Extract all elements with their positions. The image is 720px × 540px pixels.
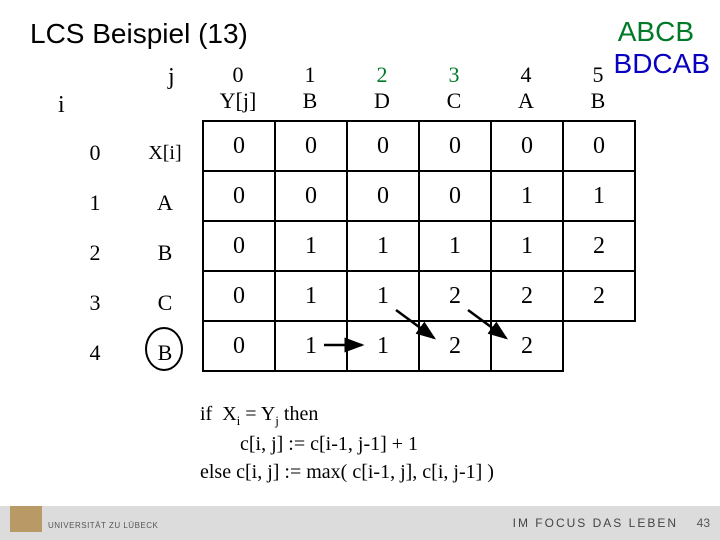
slide-title: LCS Beispiel (13) (30, 18, 248, 50)
cell-1-3: 0 (419, 171, 491, 221)
cell-2-0: 0 (203, 221, 275, 271)
cell-4-4: 2 (491, 321, 563, 371)
cell-0-0: 0 (203, 121, 275, 171)
col-header-3: 3 C (418, 62, 490, 115)
cell-4-2: 1 (347, 321, 419, 371)
table-row: 0 1 1 1 1 2 (203, 221, 635, 271)
cell-1-5: 1 (563, 171, 635, 221)
cell-4-5-empty (563, 321, 635, 371)
recurrence-formula: if Xi = Yj then c[i, j] := c[i-1, j-1] +… (200, 400, 494, 486)
i-axis-label: i (58, 92, 65, 119)
col-header-4: 4 A (490, 62, 562, 115)
cell-1-4: 1 (491, 171, 563, 221)
table-row: 0 1 1 2 2 (203, 321, 635, 371)
footer-tagline: IM FOCUS DAS LEBEN (513, 516, 678, 530)
cell-4-3: 2 (419, 321, 491, 371)
cell-2-4: 1 (491, 221, 563, 271)
cell-2-1: 1 (275, 221, 347, 271)
cell-3-3: 2 (419, 271, 491, 321)
row-header-3: 3 C (50, 278, 190, 328)
page-number: 43 (697, 516, 710, 530)
sequence-x-label: ABCB (618, 16, 694, 48)
cell-4-1: 1 (275, 321, 347, 371)
slide-footer: UNIVERSITÄT ZU LÜBECK IM FOCUS DAS LEBEN… (0, 506, 720, 540)
col-header-1: 1 B (274, 62, 346, 115)
col-header-corner: 0 Y[j] (202, 62, 274, 115)
cell-0-5: 0 (563, 121, 635, 171)
row-header-1: 1 A (50, 178, 190, 228)
slide: LCS Beispiel (13) ABCB BDCAB j i 0 Y[j] … (0, 0, 720, 540)
cell-3-5: 2 (563, 271, 635, 321)
column-headers: 0 Y[j] 1 B 2 D 3 C 4 A 5 B (202, 62, 634, 115)
cell-2-5: 2 (563, 221, 635, 271)
cell-2-2: 1 (347, 221, 419, 271)
cell-1-1: 0 (275, 171, 347, 221)
cell-1-2: 0 (347, 171, 419, 221)
cell-0-2: 0 (347, 121, 419, 171)
col-header-5: 5 B (562, 62, 634, 115)
cell-3-4: 2 (491, 271, 563, 321)
table-row: 0 1 1 2 2 2 (203, 271, 635, 321)
row-header-2: 2 B (50, 228, 190, 278)
cell-3-2: 1 (347, 271, 419, 321)
row-header-0: 0 X[i] (50, 128, 190, 178)
cell-3-1: 1 (275, 271, 347, 321)
university-logo-icon (10, 506, 42, 532)
cell-2-3: 1 (419, 221, 491, 271)
cell-0-3: 0 (419, 121, 491, 171)
j-axis-label: j (168, 64, 175, 91)
cell-1-0: 0 (203, 171, 275, 221)
university-name: UNIVERSITÄT ZU LÜBECK (48, 521, 158, 530)
cell-4-0: 0 (203, 321, 275, 371)
cell-3-0: 0 (203, 271, 275, 321)
cell-0-4: 0 (491, 121, 563, 171)
formula-line-3: else c[i, j] := max( c[i-1, j], c[i, j-1… (200, 458, 494, 486)
formula-line-2: c[i, j] := c[i-1, j-1] + 1 (200, 430, 494, 458)
table-row: 0 0 0 0 1 1 (203, 171, 635, 221)
formula-line-1: if Xi = Yj then (200, 400, 494, 430)
row4-x-circle (145, 327, 183, 371)
col-header-2: 2 D (346, 62, 418, 115)
lcs-dp-table: 0 0 0 0 0 0 0 0 0 0 1 1 0 1 1 1 1 2 (202, 120, 636, 372)
table-row: 0 0 0 0 0 0 (203, 121, 635, 171)
cell-0-1: 0 (275, 121, 347, 171)
